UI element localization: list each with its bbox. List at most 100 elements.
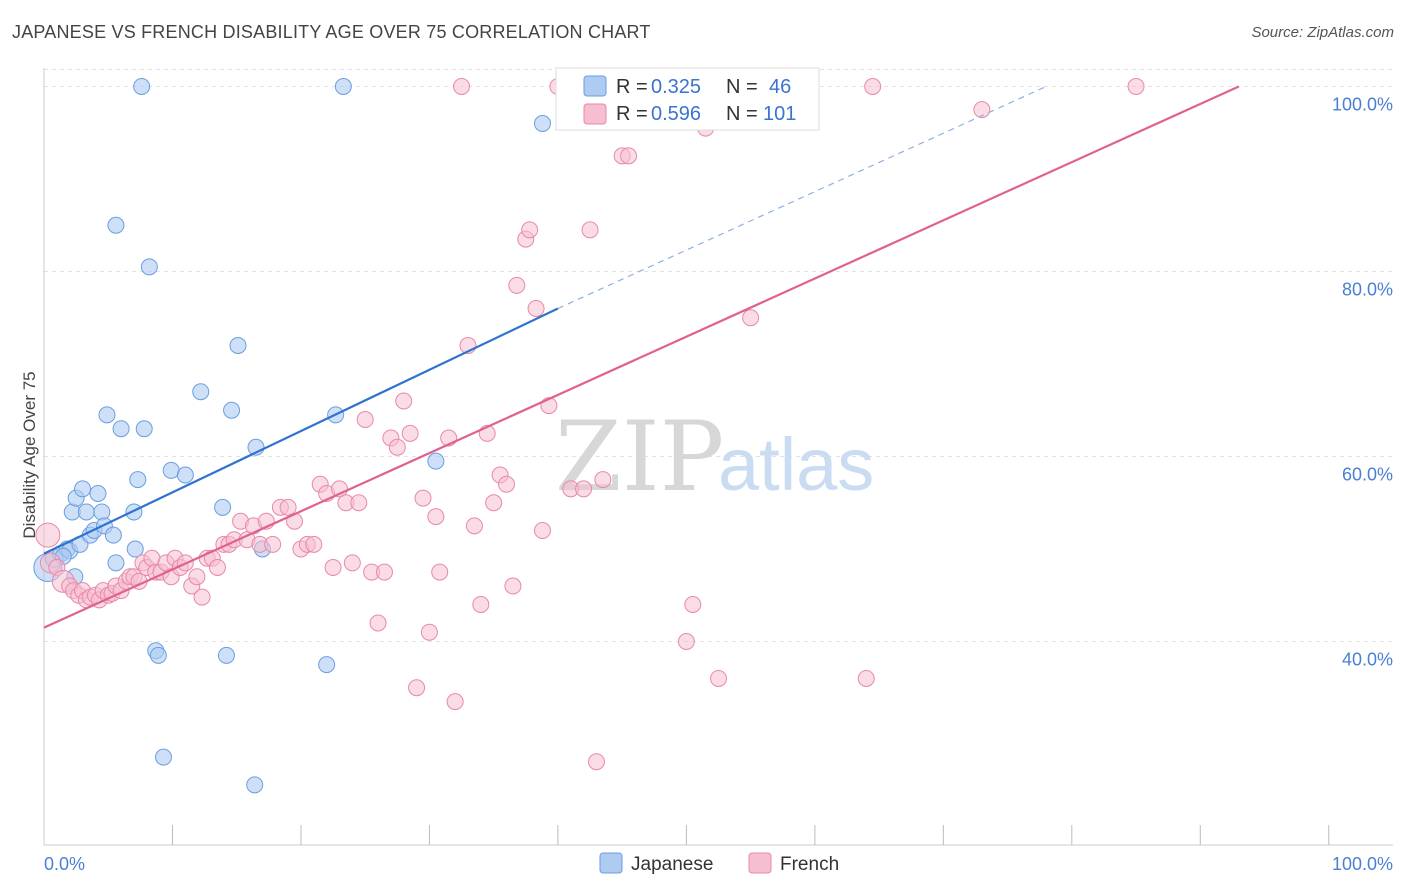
- japanese-point: [214, 498, 232, 516]
- watermark: ZIP atlas: [555, 401, 874, 513]
- french-point: [453, 78, 471, 95]
- legend-n-label-1: N =: [726, 76, 758, 98]
- japanese-point: [125, 503, 143, 521]
- japanese-point: [107, 554, 125, 572]
- japanese-point: [135, 420, 153, 438]
- french-trend-line: [43, 85, 1240, 629]
- french-point: [575, 480, 593, 498]
- japanese-point: [229, 337, 247, 354]
- watermark-atlas: atlas: [718, 423, 874, 506]
- japanese-point: [154, 748, 172, 766]
- french-point: [521, 221, 539, 239]
- legend-r-value-2: 0.596: [651, 103, 701, 125]
- french-point: [594, 471, 612, 489]
- japanese-point: [149, 646, 167, 664]
- japanese-point: [104, 526, 122, 544]
- legend-r-label-2: R =: [616, 103, 648, 125]
- french-point: [710, 670, 727, 687]
- x-tick-label: 100.0%: [1332, 854, 1393, 874]
- french-point: [408, 679, 426, 697]
- french-point: [527, 300, 545, 317]
- french-point: [264, 535, 282, 553]
- japanese-point: [192, 383, 210, 401]
- japanese-point: [162, 461, 180, 479]
- chart-title: JAPANESE VS FRENCH DISABILITY AGE OVER 7…: [12, 22, 651, 42]
- japanese-trend-extension: [557, 85, 1047, 310]
- legend-n-value-2: 101: [763, 103, 796, 125]
- trend-lines: [43, 85, 1240, 629]
- japanese-point: [126, 540, 144, 558]
- french-point: [356, 411, 374, 428]
- french-point: [388, 438, 406, 456]
- french-point: [193, 588, 211, 606]
- french-point: [395, 392, 413, 410]
- french-point: [472, 596, 490, 613]
- french-point: [35, 522, 61, 548]
- y-tick-label: 100.0%: [1332, 95, 1393, 115]
- japanese-point: [93, 503, 111, 521]
- french-point: [375, 563, 393, 581]
- legend-n-label-2: N =: [726, 103, 758, 125]
- grid: [44, 69, 1393, 642]
- stats-legend: R = 0.325 N = 46 R = 0.596 N = 101: [555, 67, 820, 131]
- french-point: [279, 498, 297, 516]
- french-point: [208, 559, 226, 576]
- french-point: [533, 522, 551, 539]
- french-point: [343, 554, 361, 572]
- french-point: [401, 424, 419, 442]
- french-point: [498, 475, 516, 493]
- japanese-swatch: [583, 75, 607, 97]
- french-point: [620, 147, 638, 165]
- tick-labels: 40.0% 60.0% 80.0% 100.0% 0.0% 100.0%: [44, 95, 1393, 875]
- french-point: [742, 309, 760, 327]
- japanese-trend-line: [43, 307, 559, 555]
- french-point: [305, 535, 323, 553]
- legend-japanese-label: Japanese: [631, 854, 713, 875]
- french-point: [369, 614, 387, 632]
- legend-r-label-1: R =: [616, 76, 648, 98]
- y-axis-label: Disability Age Over 75: [20, 371, 39, 538]
- french-point: [420, 623, 438, 641]
- japanese-point: [334, 78, 352, 95]
- french-point: [973, 101, 991, 119]
- french-point: [677, 633, 695, 650]
- japanese-point: [74, 480, 92, 498]
- french-point: [857, 670, 875, 687]
- y-tick-label: 60.0%: [1342, 465, 1393, 485]
- y-tick-label: 40.0%: [1342, 650, 1393, 670]
- legend-n-value-1: 46: [769, 76, 791, 98]
- french-point: [587, 753, 605, 771]
- series-legend: Japanese French: [599, 852, 839, 875]
- japanese-point: [107, 216, 125, 234]
- french-point: [350, 494, 368, 512]
- french-point: [431, 563, 449, 581]
- japanese-point: [427, 452, 445, 470]
- french-point: [485, 494, 503, 512]
- y-tick-label: 80.0%: [1342, 280, 1393, 300]
- japanese-point: [140, 258, 158, 276]
- japanese-points: [33, 78, 551, 794]
- japanese-point: [176, 466, 194, 484]
- japanese-point: [112, 420, 130, 438]
- french-point: [684, 596, 702, 613]
- japanese-point: [77, 503, 95, 521]
- japanese-point: [129, 471, 147, 489]
- french-point: [188, 568, 206, 586]
- legend-r-value-1: 0.325: [651, 76, 701, 98]
- japanese-point: [133, 78, 151, 95]
- japanese-point: [318, 656, 336, 674]
- french-point: [324, 559, 342, 576]
- japanese-point: [246, 776, 264, 794]
- french-swatch: [583, 103, 607, 125]
- x-tick-label: 0.0%: [44, 854, 85, 874]
- legend-french-swatch: [748, 852, 772, 874]
- french-point: [414, 489, 432, 507]
- japanese-point: [533, 115, 551, 132]
- french-point: [1127, 78, 1145, 95]
- japanese-point: [223, 401, 241, 419]
- legend-french-label: French: [780, 854, 839, 875]
- french-point: [864, 78, 882, 95]
- french-point: [446, 693, 464, 711]
- source-label: Source: ZipAtlas.com: [1251, 24, 1394, 41]
